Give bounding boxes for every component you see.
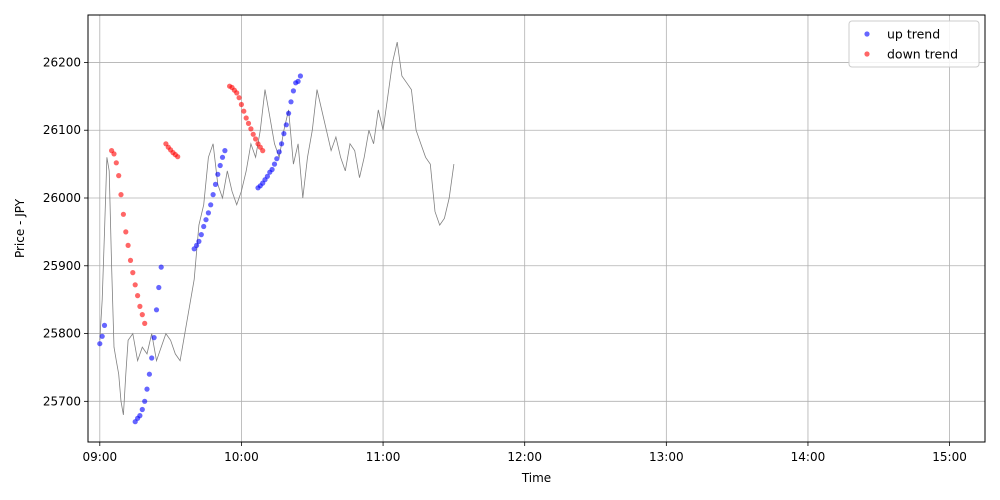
y-tick-label: 25800 xyxy=(43,327,81,341)
down-trend-point xyxy=(253,136,259,142)
up-trend-point xyxy=(281,131,287,137)
legend-marker xyxy=(864,51,870,57)
up-trend-point xyxy=(198,232,204,238)
up-trend-point xyxy=(264,173,270,179)
down-trend-point xyxy=(130,270,136,276)
up-trend-point xyxy=(151,335,157,341)
down-trend-point xyxy=(116,173,122,179)
x-tick-label: 13:00 xyxy=(649,450,684,464)
y-tick-label: 25700 xyxy=(43,394,81,408)
grid xyxy=(88,15,985,442)
x-tick-label: 09:00 xyxy=(83,450,118,464)
up-trend-point xyxy=(205,210,211,216)
up-trend-point xyxy=(139,406,145,413)
up-trend-point xyxy=(286,110,292,116)
axis-ticks: 09:00 10:00 11:00 12:00 13:00 14:00 15:00 25700… xyxy=(43,55,967,464)
up-trend-point xyxy=(269,166,275,173)
up-trend-point xyxy=(158,264,164,270)
up-trend-point xyxy=(146,371,152,377)
up-trend-point xyxy=(295,78,301,84)
x-tick-label: 10:00 xyxy=(224,450,259,464)
down-trend-point xyxy=(260,148,266,154)
y-tick-label: 26100 xyxy=(43,123,81,137)
down-trend-point xyxy=(142,320,148,326)
up-trend-point xyxy=(276,149,282,155)
down-trend-point xyxy=(250,131,256,137)
up-trend-point xyxy=(97,341,103,347)
up-trend-point xyxy=(290,88,296,94)
up-trend-point xyxy=(156,284,162,291)
up-trend-point xyxy=(271,161,278,167)
legend-entry: up trend xyxy=(887,27,940,42)
up-trend-point xyxy=(297,73,303,79)
x-tick-label: 11:00 xyxy=(366,450,401,464)
up-trend-point xyxy=(194,242,200,248)
down-trend-point xyxy=(132,282,138,288)
down-trend-point xyxy=(236,95,242,101)
up-trend-point xyxy=(210,192,216,198)
up-trend-point xyxy=(215,171,221,177)
up-trend-point xyxy=(217,162,223,169)
up-trend-point xyxy=(222,148,228,154)
up-trend-point xyxy=(142,398,148,404)
up-trend-point xyxy=(208,202,214,208)
down-trend-point xyxy=(248,126,254,132)
legend: up trend down trend xyxy=(848,20,980,68)
down-trend-point xyxy=(123,229,129,235)
down-trend-point xyxy=(127,257,134,263)
plot-frame xyxy=(87,14,986,443)
down-trend-point xyxy=(135,293,141,299)
scatter-points xyxy=(97,73,303,425)
up-trend-point xyxy=(153,307,160,313)
up-trend-point xyxy=(288,99,294,105)
x-tick-label: 12:00 xyxy=(507,450,542,464)
y-tick-label: 25900 xyxy=(43,259,81,273)
down-trend-point xyxy=(111,151,117,157)
down-trend-point xyxy=(139,312,145,318)
x-axis-label: Time xyxy=(521,471,551,485)
up-trend-point xyxy=(203,217,209,223)
legend-entry: down trend xyxy=(887,47,958,62)
up-trend-point xyxy=(283,122,289,128)
up-trend-point xyxy=(101,322,108,328)
up-trend-point xyxy=(201,223,207,230)
down-trend-point xyxy=(245,120,252,126)
up-trend-point xyxy=(137,413,143,419)
up-trend-point xyxy=(274,156,280,162)
down-trend-point xyxy=(243,115,249,121)
y-tick-label: 26000 xyxy=(43,191,81,205)
down-trend-point xyxy=(118,192,124,198)
legend-box xyxy=(848,20,980,68)
legend-marker xyxy=(864,31,870,37)
y-tick-label: 26200 xyxy=(43,55,81,69)
down-trend-point xyxy=(120,211,126,217)
down-trend-point xyxy=(125,242,131,248)
up-trend-point xyxy=(219,154,226,160)
y-axis-label: Price - JPY xyxy=(13,198,27,258)
down-trend-point xyxy=(241,108,247,114)
up-trend-point xyxy=(212,181,219,187)
down-trend-point xyxy=(238,101,244,108)
x-tick-label: 14:00 xyxy=(791,450,826,464)
down-trend-point xyxy=(113,160,119,166)
down-trend-point xyxy=(234,90,240,96)
up-trend-point xyxy=(279,141,285,147)
up-trend-point xyxy=(144,386,150,392)
price-line-path xyxy=(99,42,455,415)
down-trend-point xyxy=(137,303,143,309)
up-trend-point xyxy=(99,333,105,339)
down-trend-point xyxy=(175,154,181,160)
up-trend-point xyxy=(196,238,202,244)
x-tick-label: 15:00 xyxy=(932,450,967,464)
up-trend-point xyxy=(149,355,155,361)
price-line xyxy=(99,42,455,415)
